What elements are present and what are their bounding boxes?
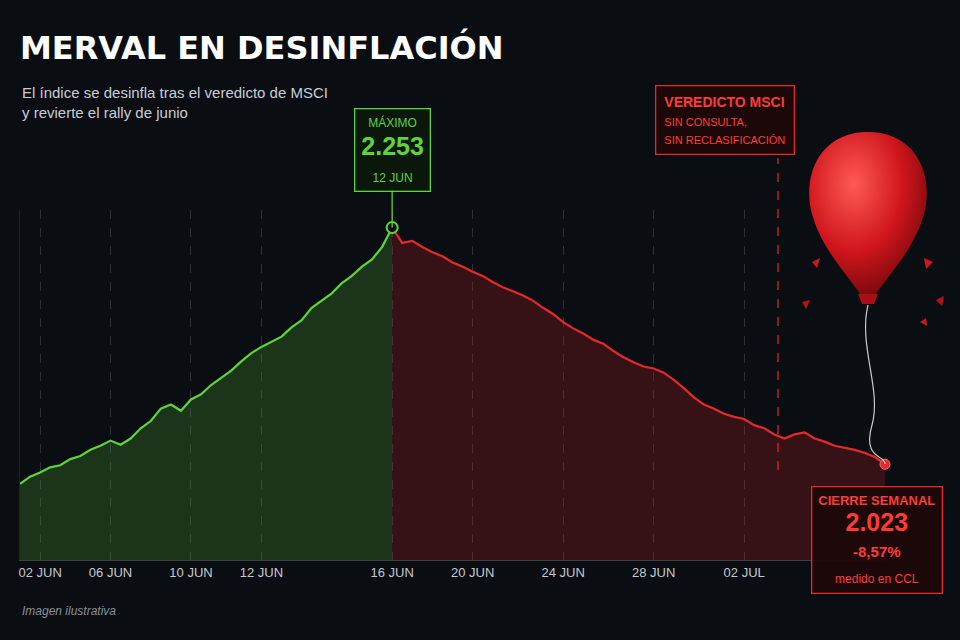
svg-text:El índice se desinfla tras el: El índice se desinfla tras el veredicto …	[22, 84, 328, 121]
svg-text:CIERRE SEMANAL2.023-8,57%medid: CIERRE SEMANAL2.023-8,57%medido en CCL	[818, 493, 935, 586]
svg-text:10 JUN: 10 JUN	[169, 565, 212, 580]
svg-text:02 JUL: 02 JUL	[724, 565, 765, 580]
svg-text:16 JUN: 16 JUN	[370, 565, 413, 580]
svg-text:12 JUN: 12 JUN	[240, 565, 283, 580]
svg-text:Imagen ilustrativa: Imagen ilustrativa	[22, 604, 116, 618]
svg-text:02 JUN: 02 JUN	[18, 565, 61, 580]
svg-text:MÁXIMO2.25312 JUN: MÁXIMO2.25312 JUN	[361, 115, 424, 185]
svg-text:20 JUN: 20 JUN	[451, 565, 494, 580]
svg-text:24 JUN: 24 JUN	[541, 565, 584, 580]
svg-text:28 JUN: 28 JUN	[632, 565, 675, 580]
svg-text:06 JUN: 06 JUN	[89, 565, 132, 580]
svg-text:MERVAL EN DESINFLACIÓN: MERVAL EN DESINFLACIÓN	[20, 28, 504, 67]
svg-text:VEREDICTO MSCISIN CONSULTA,SIN: VEREDICTO MSCISIN CONSULTA,SIN RECLASIFI…	[664, 94, 785, 145]
